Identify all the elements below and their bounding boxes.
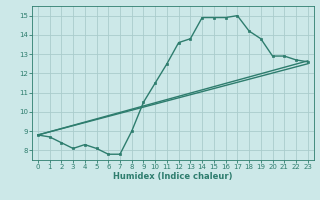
X-axis label: Humidex (Indice chaleur): Humidex (Indice chaleur) <box>113 172 233 181</box>
